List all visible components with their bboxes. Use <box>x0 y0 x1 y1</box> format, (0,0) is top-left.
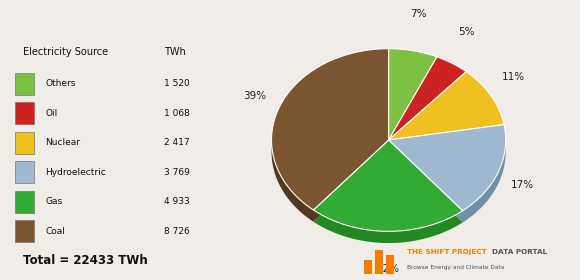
Text: Hydroelectric: Hydroelectric <box>45 168 106 177</box>
Bar <box>386 255 393 274</box>
Text: 1 520: 1 520 <box>165 79 190 88</box>
Text: 2 417: 2 417 <box>165 138 190 147</box>
Polygon shape <box>389 69 466 152</box>
Text: 1 068: 1 068 <box>165 109 190 118</box>
Text: Others: Others <box>45 79 76 88</box>
Text: 7%: 7% <box>411 9 427 19</box>
Text: 11%: 11% <box>502 73 525 82</box>
Text: Total = 22433 TWh: Total = 22433 TWh <box>23 254 148 267</box>
Polygon shape <box>313 140 463 231</box>
FancyBboxPatch shape <box>14 161 34 183</box>
Text: 3 769: 3 769 <box>165 168 190 177</box>
Polygon shape <box>389 136 506 223</box>
Text: Browse Energy and Climate Data: Browse Energy and Climate Data <box>407 265 504 270</box>
Text: 17%: 17% <box>511 180 534 190</box>
Text: DATA PORTAL: DATA PORTAL <box>492 249 547 255</box>
FancyBboxPatch shape <box>14 220 34 242</box>
Polygon shape <box>389 125 506 211</box>
Text: Oil: Oil <box>45 109 58 118</box>
Text: 22%: 22% <box>376 264 399 274</box>
Text: Electricity Source: Electricity Source <box>23 47 108 57</box>
Text: 39%: 39% <box>243 91 266 101</box>
FancyBboxPatch shape <box>14 132 34 154</box>
Text: Nuclear: Nuclear <box>45 138 81 147</box>
Bar <box>364 260 372 274</box>
Polygon shape <box>389 57 466 140</box>
FancyBboxPatch shape <box>14 73 34 95</box>
Polygon shape <box>389 72 504 140</box>
FancyBboxPatch shape <box>14 102 34 124</box>
Text: Coal: Coal <box>45 227 66 236</box>
Text: THE SHIFT PROJECT: THE SHIFT PROJECT <box>407 249 489 255</box>
Bar <box>375 249 383 274</box>
Text: TWh: TWh <box>165 47 186 57</box>
Polygon shape <box>271 60 389 222</box>
Text: 4 933: 4 933 <box>165 197 190 206</box>
Polygon shape <box>389 49 437 140</box>
FancyBboxPatch shape <box>14 191 34 213</box>
Polygon shape <box>271 49 389 210</box>
Polygon shape <box>313 152 463 243</box>
Text: 8 726: 8 726 <box>165 227 190 236</box>
Polygon shape <box>389 60 437 152</box>
Polygon shape <box>389 83 504 152</box>
Text: Gas: Gas <box>45 197 63 206</box>
Text: 5%: 5% <box>458 27 474 37</box>
